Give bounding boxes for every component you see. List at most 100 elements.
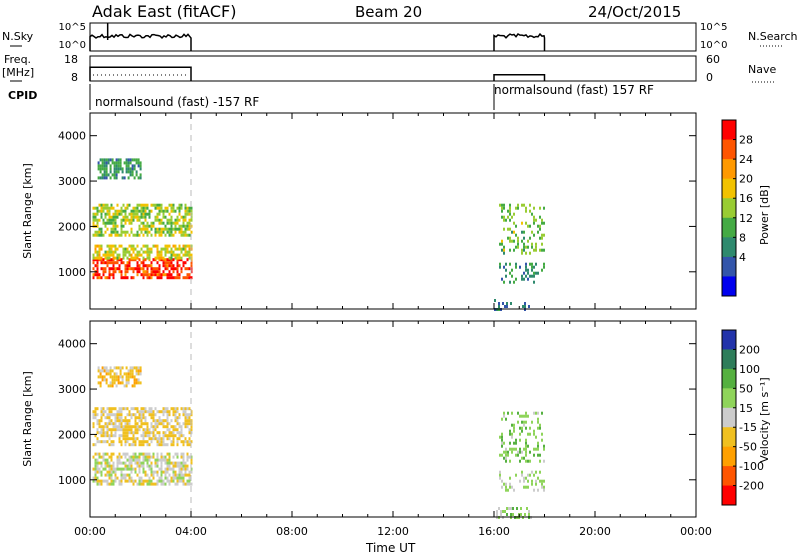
- echo-cell: [182, 230, 185, 234]
- echo-cell: [519, 479, 521, 483]
- echo-cell: [535, 447, 537, 451]
- echo-cell: [116, 224, 119, 228]
- echo-cell: [156, 455, 159, 459]
- echo-cell: [104, 261, 107, 265]
- echo-cell: [100, 247, 103, 251]
- echo-cell: [130, 258, 133, 262]
- echo-cell: [138, 419, 141, 423]
- echo-cell: [112, 221, 115, 225]
- echo-cell: [531, 212, 533, 216]
- echo-cell: [108, 273, 111, 277]
- echo-cell: [182, 276, 185, 280]
- echo-cell: [140, 221, 143, 225]
- ytick-label: 2000: [58, 220, 86, 233]
- echo-cell: [100, 256, 103, 260]
- echo-cell: [132, 267, 135, 271]
- echo-cell: [543, 444, 545, 448]
- echo-cell: [505, 262, 507, 266]
- ytick-label: 4000: [58, 338, 86, 351]
- echo-cell: [188, 250, 191, 254]
- echo-cell: [140, 267, 143, 271]
- echo-cell: [150, 273, 153, 277]
- echo-cell: [160, 230, 163, 234]
- echo-cell: [138, 428, 141, 432]
- echo-cell: [128, 431, 131, 435]
- echo-cell: [116, 215, 119, 219]
- echo-cell: [186, 212, 189, 216]
- echo-cell: [113, 173, 116, 177]
- echo-cell: [106, 470, 109, 474]
- echo-cell: [112, 422, 115, 426]
- echo-cell: [122, 419, 125, 423]
- echo-cell: [162, 425, 165, 429]
- echo-cell: [525, 426, 527, 430]
- echo-cell: [513, 447, 515, 451]
- echo-cell: [170, 407, 173, 411]
- ytick-label: 3000: [58, 175, 86, 188]
- echo-cell: [523, 414, 525, 418]
- ytick-label: 2000: [58, 428, 86, 441]
- echo-cell: [117, 375, 120, 379]
- echo-cell: [98, 467, 101, 471]
- echo-cell: [528, 510, 530, 513]
- echo-cell: [96, 209, 99, 213]
- echo-cell: [146, 422, 149, 426]
- echo-cell: [111, 369, 114, 373]
- echo-cell: [100, 464, 103, 468]
- echo-cell: [186, 440, 189, 444]
- echo-cell: [130, 244, 133, 248]
- echo-cell: [188, 221, 191, 225]
- echo-cell: [144, 434, 147, 438]
- echo-cell: [162, 256, 165, 260]
- echo-cell: [158, 458, 161, 462]
- echo-cell: [120, 461, 123, 465]
- echo-cell: [106, 458, 109, 462]
- echo-cell: [140, 434, 143, 438]
- echo-cell: [178, 230, 181, 234]
- echo-cell: [509, 239, 511, 243]
- echo-cell: [110, 273, 113, 277]
- velocity-colorbar-tick-label: -100: [739, 460, 764, 473]
- echo-cell: [92, 479, 95, 483]
- echo-cell: [501, 242, 503, 246]
- echo-cell: [158, 410, 161, 414]
- echo-cell: [144, 250, 147, 254]
- power-colorbar-tick-label: 20: [739, 173, 753, 186]
- echo-cell: [180, 452, 183, 456]
- echo-cell: [118, 425, 121, 429]
- echo-cell: [148, 253, 151, 257]
- echo-cell: [108, 250, 111, 254]
- echo-cell: [125, 384, 128, 388]
- echo-cell: [178, 253, 181, 257]
- echo-cell: [131, 366, 134, 370]
- echo-cell: [158, 479, 161, 483]
- echo-cell: [152, 476, 155, 480]
- echo-cell: [182, 467, 185, 471]
- echo-cell: [98, 230, 101, 234]
- echo-cell: [174, 244, 177, 248]
- echo-cell: [509, 432, 511, 436]
- echo-cell: [168, 413, 171, 417]
- echo-cell: [112, 224, 115, 228]
- echo-cell: [162, 470, 165, 474]
- echo-cell: [148, 464, 151, 468]
- echo-cell: [511, 450, 513, 454]
- echo-cell: [133, 378, 136, 382]
- echo-cell: [541, 268, 543, 272]
- echo-cell: [120, 270, 123, 274]
- echo-cell: [102, 455, 105, 459]
- echo-cell: [114, 209, 117, 213]
- echo-cell: [146, 452, 149, 456]
- echo-cell: [170, 230, 173, 234]
- echo-cell: [527, 444, 529, 448]
- echo-cell: [114, 261, 117, 265]
- echo-cell: [118, 267, 121, 271]
- echo-cell: [511, 432, 513, 436]
- echo-cell: [512, 513, 514, 516]
- echo-cell: [142, 434, 145, 438]
- echo-cell: [116, 233, 119, 237]
- echo-cell: [114, 256, 117, 260]
- echo-cell: [134, 422, 137, 426]
- echo-cell: [174, 425, 177, 429]
- echo-cell: [188, 419, 191, 423]
